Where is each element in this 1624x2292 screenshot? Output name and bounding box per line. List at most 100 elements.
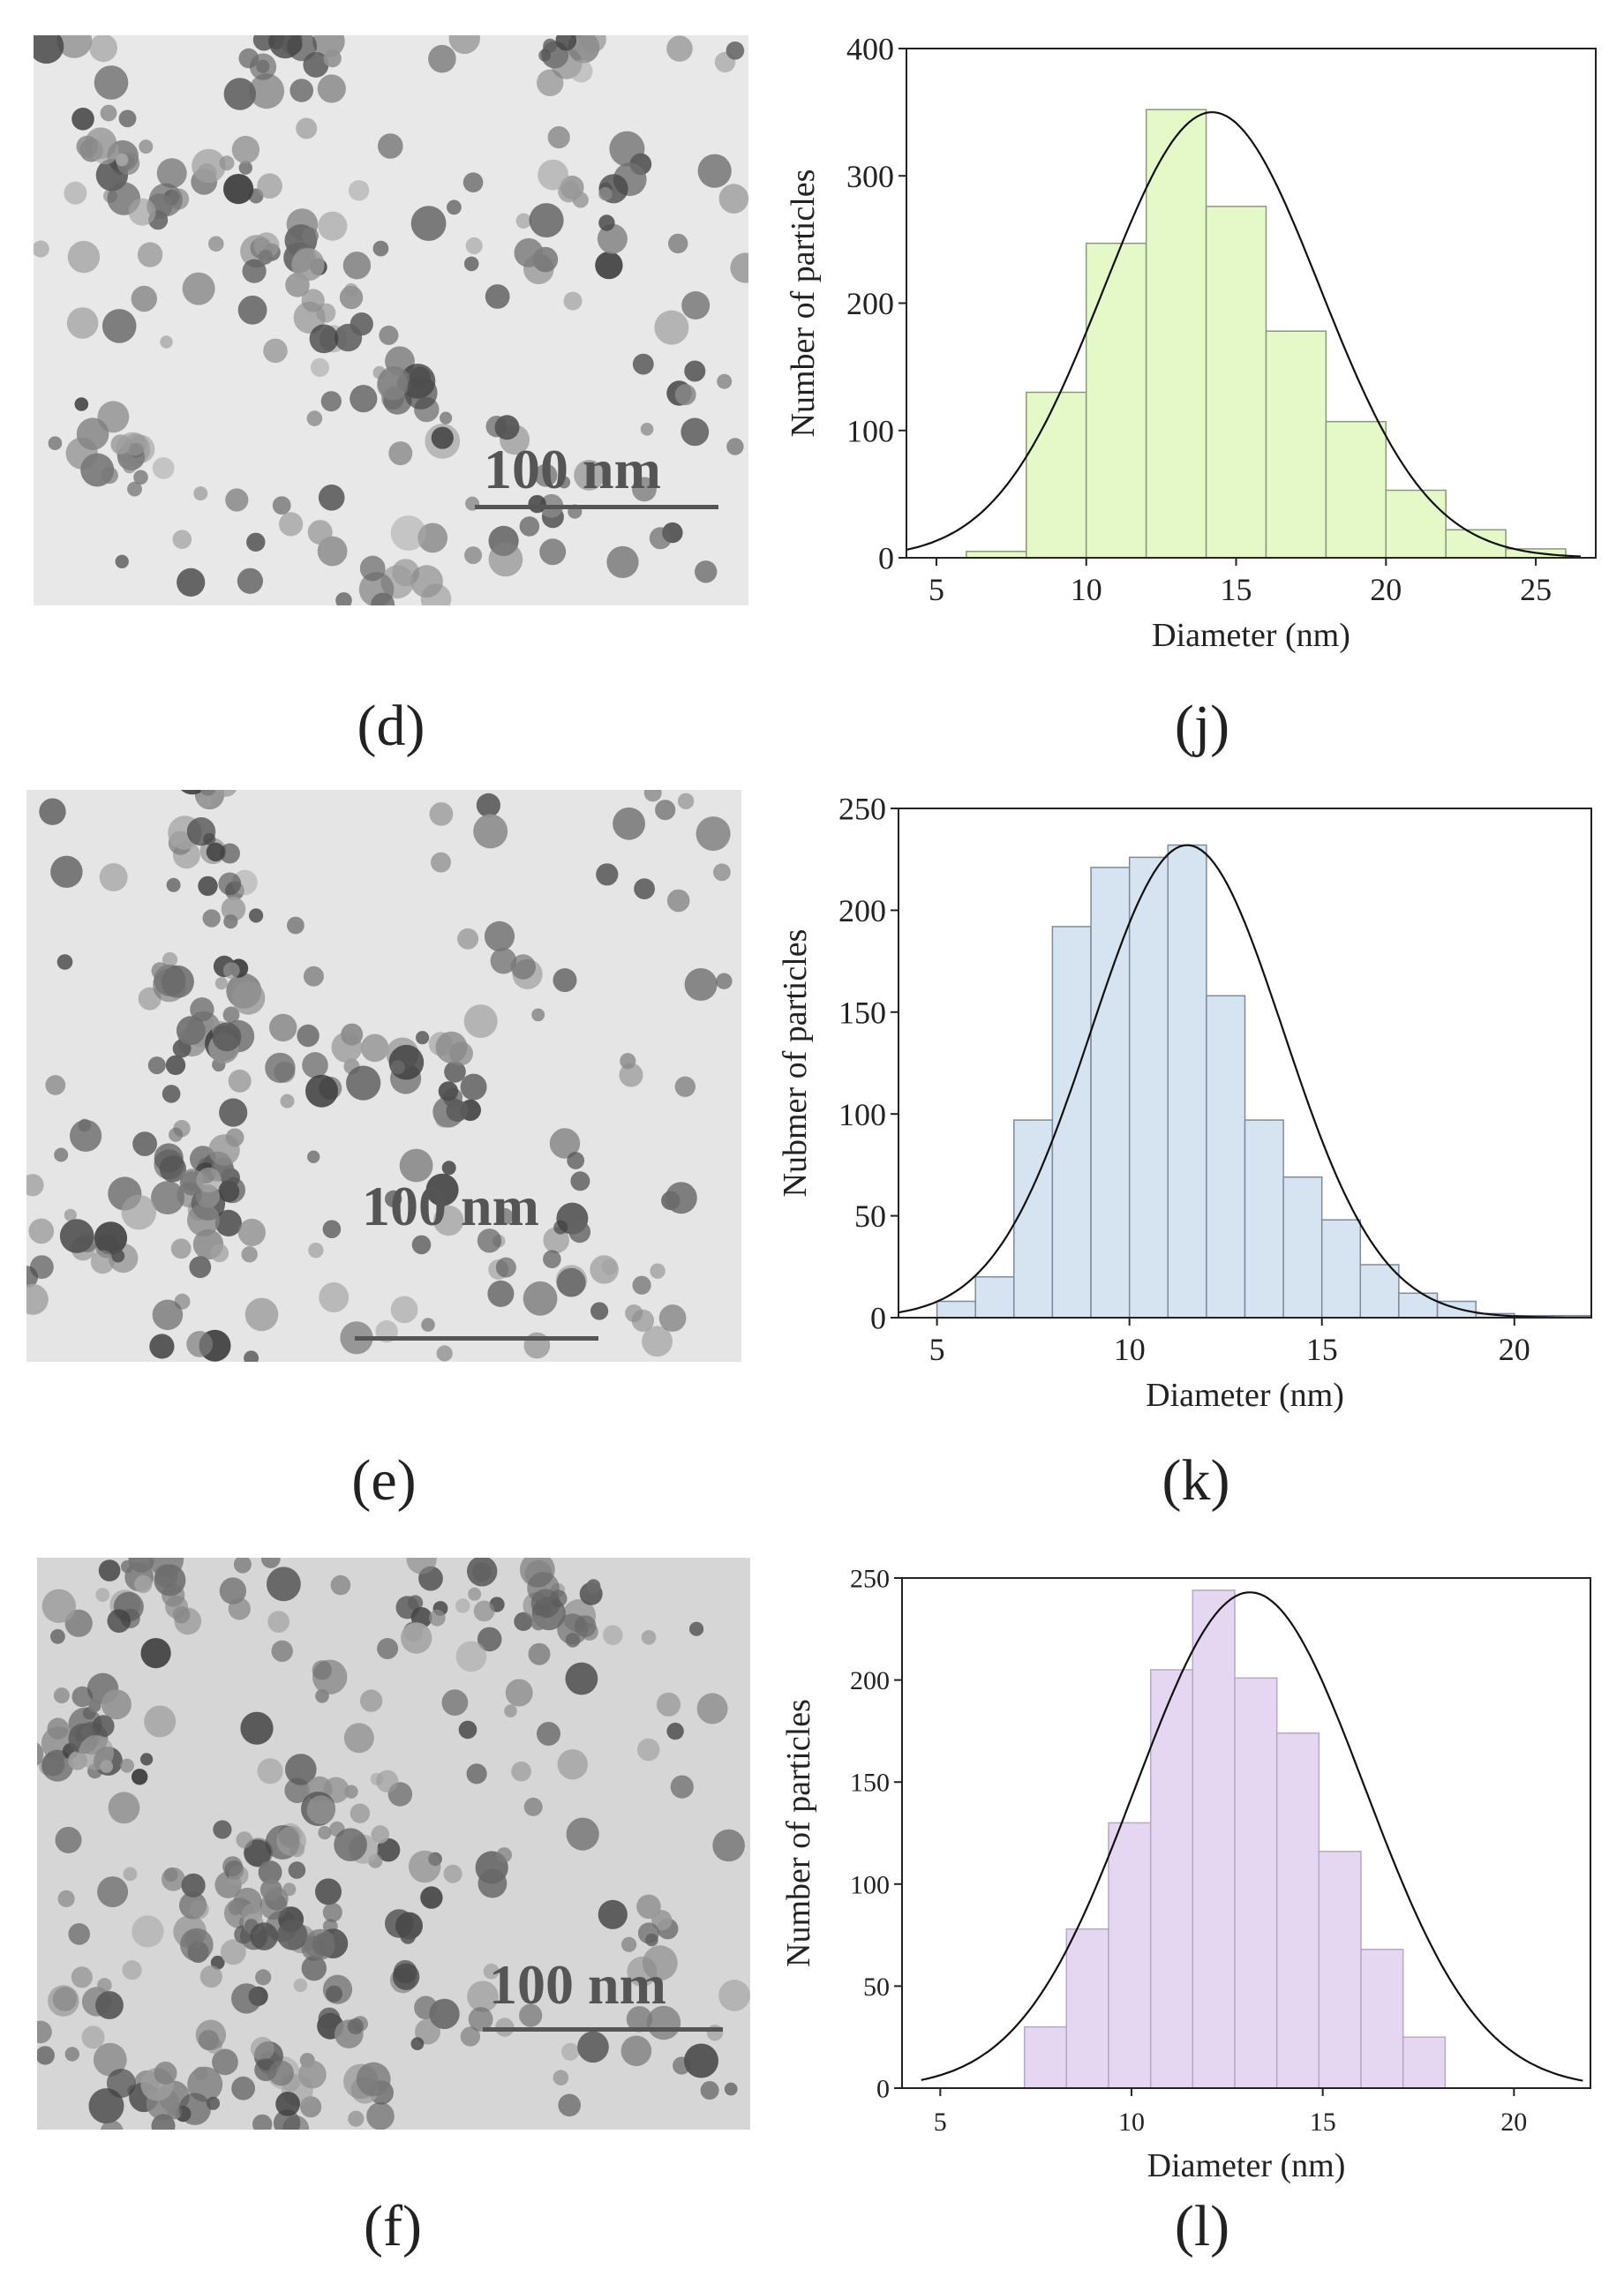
nanoparticle	[139, 139, 154, 154]
nanoparticle	[223, 78, 256, 110]
nanoparticle	[198, 875, 218, 897]
histogram-bar	[974, 1276, 1015, 1319]
nanoparticle	[167, 2104, 183, 2120]
nanoparticle	[341, 1023, 364, 1046]
nanoparticle	[534, 463, 558, 487]
nanoparticle	[296, 117, 318, 139]
nanoparticle	[473, 814, 508, 849]
tem-particles-e	[26, 790, 733, 1362]
nanoparticle	[620, 1053, 636, 1070]
nanoparticle	[730, 252, 748, 283]
nanoparticle	[168, 188, 190, 210]
nanoparticle	[279, 512, 304, 537]
nanoparticle	[151, 1181, 184, 1215]
nanoparticle	[318, 211, 348, 241]
nanoparticle	[359, 1689, 383, 1712]
nanoparticle	[55, 1826, 82, 1853]
nanoparticle	[390, 1060, 405, 1075]
nanoparticle	[446, 1100, 469, 1122]
nanoparticle	[293, 1978, 308, 1993]
histogram-bar	[1023, 2025, 1068, 2089]
x-tick-label: 10	[1118, 2108, 1145, 2137]
nanoparticle	[565, 1662, 598, 1695]
panel-label-l: (l)	[1174, 2194, 1230, 2258]
nanoparticle	[257, 1758, 283, 1785]
nanoparticle	[431, 852, 451, 873]
nanoparticle	[372, 240, 389, 257]
histogram-bar	[1244, 1119, 1284, 1319]
y-tick-label: 200	[846, 286, 894, 321]
nanoparticle	[307, 520, 333, 545]
nanoparticle	[68, 1923, 90, 1945]
x-tick-label: 15	[1310, 2108, 1336, 2137]
nanoparticle	[133, 470, 148, 485]
nanoparticle	[632, 353, 654, 375]
histogram-bar	[1398, 1292, 1439, 1319]
nanoparticle	[214, 977, 228, 990]
nanoparticle	[724, 2082, 738, 2096]
histogram-bar	[1514, 1314, 1554, 1319]
nanoparticle	[467, 1980, 499, 2012]
nanoparticle	[655, 800, 676, 821]
nanoparticle	[557, 1749, 588, 1780]
nanoparticle	[431, 426, 454, 449]
nanoparticle	[473, 1600, 495, 1622]
nanoparticle	[460, 2026, 481, 2047]
nanoparticle	[505, 1679, 533, 1707]
nanoparticle	[282, 1882, 297, 1897]
nanoparticle	[255, 1969, 272, 1986]
nanoparticle	[650, 1263, 665, 1279]
nanoparticle	[128, 1558, 155, 1573]
tem-image-f: 100 nm	[37, 1558, 750, 2130]
nanoparticle	[428, 1609, 446, 1627]
nanoparticle	[66, 307, 99, 339]
nanoparticle	[561, 2042, 580, 2061]
histogram-bar	[1359, 1264, 1400, 1319]
nanoparticle	[537, 69, 564, 96]
nanoparticle	[267, 1611, 290, 1633]
nanoparticle	[476, 793, 500, 817]
nanoparticle	[343, 1723, 374, 1754]
nanoparticle	[666, 1722, 684, 1740]
nanoparticle	[514, 237, 544, 267]
y-tick-label: 0	[870, 1301, 886, 1336]
nanoparticle	[156, 158, 187, 189]
nanoparticle	[377, 369, 409, 401]
nanoparticle	[563, 291, 583, 311]
nanoparticle	[318, 1826, 332, 1840]
nanoparticle	[609, 131, 645, 167]
nanoparticle	[39, 798, 66, 825]
nanoparticle	[312, 1660, 332, 1680]
nanoparticle	[613, 807, 645, 840]
nanoparticle	[666, 889, 690, 913]
nanoparticle	[267, 35, 285, 49]
histogram-bar	[1090, 867, 1131, 1319]
nanoparticle	[523, 1797, 543, 1816]
nanoparticle	[78, 1118, 92, 1132]
nanoparticle	[358, 572, 395, 605]
nanoparticle	[291, 248, 325, 282]
nanoparticle	[366, 2101, 395, 2130]
nanoparticle	[463, 256, 479, 272]
x-tick-label: 20	[1500, 2108, 1527, 2137]
nanoparticle	[323, 49, 342, 68]
nanoparticle	[379, 325, 399, 345]
nanoparticle	[269, 1013, 297, 1042]
nanoparticle	[350, 385, 378, 413]
nanoparticle	[95, 1991, 124, 2019]
nanoparticle	[344, 282, 358, 297]
panel-label-d: (d)	[357, 694, 425, 758]
nanoparticle	[590, 1302, 609, 1320]
x-tick-label: 10	[1114, 1332, 1146, 1367]
nanoparticle	[376, 1837, 401, 1862]
nanoparticle	[71, 1966, 93, 1988]
nanoparticle	[468, 1587, 482, 1601]
nanoparticle	[240, 1711, 274, 1745]
nanoparticle	[267, 1567, 301, 1602]
nanoparticle	[684, 2043, 718, 2078]
nanoparticle	[567, 1152, 585, 1169]
nanoparticle	[547, 126, 570, 149]
nanoparticle	[64, 2047, 79, 2062]
nanoparticle	[147, 1056, 166, 1075]
nanoparticle	[510, 954, 536, 980]
